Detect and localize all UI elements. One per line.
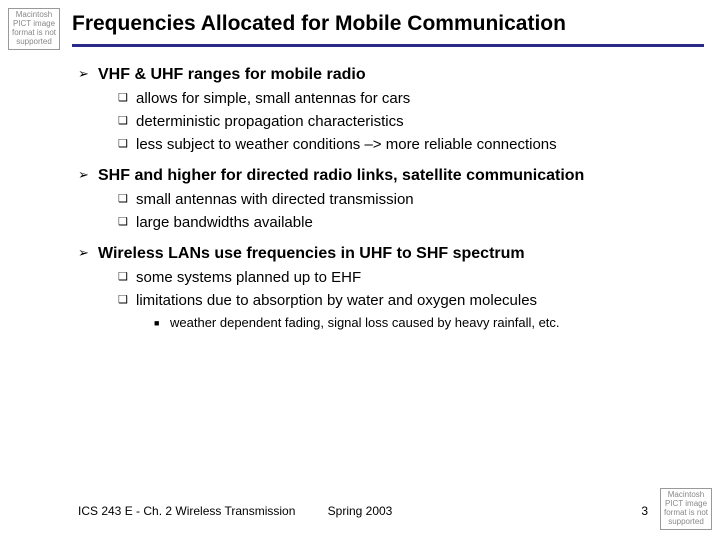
square-icon: ❑ [118,291,136,311]
slide-footer: ICS 243 E - Ch. 2 Wireless Transmission … [0,504,720,518]
pict-placeholder-bottom: Macintosh PICT image format is not suppo… [660,488,712,530]
bullet-lvl3: ■ weather dependent fading, signal loss … [154,315,698,332]
arrow-icon: ➢ [78,64,98,86]
bullet-lvl2: ❑ large bandwidths available [118,213,698,233]
bullet-text: weather dependent fading, signal loss ca… [170,315,560,332]
slide-title: Frequencies Allocated for Mobile Communi… [72,12,704,36]
bullet-lvl2: ❑ deterministic propagation characterist… [118,112,698,132]
bullet-lvl1: ➢ Wireless LANs use frequencies in UHF t… [78,243,698,265]
arrow-icon: ➢ [78,243,98,265]
bullet-lvl2: ❑ small antennas with directed transmiss… [118,190,698,210]
bullet-text: allows for simple, small antennas for ca… [136,89,410,109]
placeholder-text: Macintosh PICT image format is not suppo… [661,491,711,526]
bullet-lvl2: ❑ less subject to weather conditions –> … [118,135,698,155]
title-text: Frequencies Allocated for Mobile Communi… [72,12,566,35]
slide-body: ➢ VHF & UHF ranges for mobile radio ❑ al… [78,64,698,331]
bullet-lvl2: ❑ allows for simple, small antennas for … [118,89,698,109]
bullet-text: some systems planned up to EHF [136,268,361,288]
bullet-text: large bandwidths available [136,213,313,233]
bullet-text: VHF & UHF ranges for mobile radio [98,64,366,86]
slide: Macintosh PICT image format is not suppo… [0,0,720,540]
arrow-icon: ➢ [78,165,98,187]
title-underline [72,44,704,47]
pict-placeholder-top: Macintosh PICT image format is not suppo… [8,8,60,50]
bullet-lvl1: ➢ VHF & UHF ranges for mobile radio [78,64,698,86]
bullet-text: SHF and higher for directed radio links,… [98,165,584,187]
square-icon: ❑ [118,268,136,288]
square-icon: ❑ [118,213,136,233]
footer-left: ICS 243 E - Ch. 2 Wireless Transmission [78,504,295,518]
square-icon: ❑ [118,190,136,210]
footer-right: 3 [641,504,648,518]
square-icon: ❑ [118,89,136,109]
filled-square-icon: ■ [154,315,170,332]
bullet-text: Wireless LANs use frequencies in UHF to … [98,243,525,265]
bullet-text: small antennas with directed transmissio… [136,190,414,210]
bullet-lvl1: ➢ SHF and higher for directed radio link… [78,165,698,187]
placeholder-text: Macintosh PICT image format is not suppo… [9,11,59,46]
bullet-text: deterministic propagation characteristic… [136,112,404,132]
square-icon: ❑ [118,135,136,155]
bullet-text: limitations due to absorption by water a… [136,291,537,311]
square-icon: ❑ [118,112,136,132]
bullet-lvl2: ❑ some systems planned up to EHF [118,268,698,288]
bullet-text: less subject to weather conditions –> mo… [136,135,557,155]
bullet-lvl2: ❑ limitations due to absorption by water… [118,291,698,311]
